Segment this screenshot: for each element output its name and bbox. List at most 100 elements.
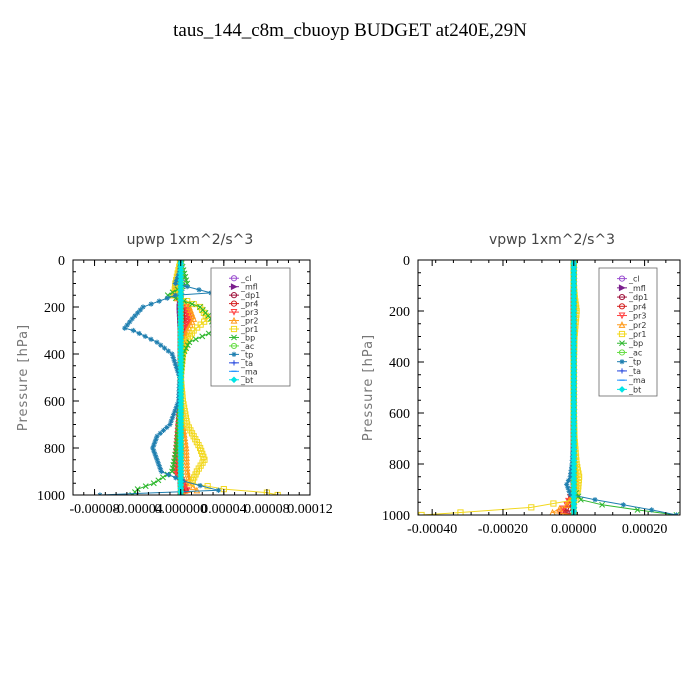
x-tick-label: -0.00040 [407,522,457,537]
data-point [556,509,564,515]
data-point [599,501,606,508]
data-point [169,415,176,421]
y-tick-label: 1000 [382,509,410,524]
data-point [157,430,163,436]
data-point [566,488,572,494]
data-point [575,473,583,480]
data-point [550,500,557,507]
legend-label: _tp [240,350,253,359]
data-point [549,508,556,515]
legend-label: _ac [628,348,642,357]
legend-marker [619,368,625,374]
data-point [565,485,571,491]
data-point [122,325,128,331]
series-bt [570,260,578,515]
data-point [197,483,203,489]
data-point [164,424,170,431]
legend-label: _bp [628,339,643,348]
legend-entry: _cl [617,275,640,284]
legend-label: _pr2 [240,317,258,326]
data-point [567,474,573,480]
data-point [158,468,164,475]
data-point [172,280,178,287]
data-point [182,444,190,452]
legend-label: _pr2 [628,321,646,330]
data-point [174,401,180,407]
legend-marker [230,342,238,350]
data-point [184,284,190,290]
data-point [150,480,157,487]
legend-label: _ac [240,342,254,351]
data-point [457,509,464,515]
data-point [151,448,157,454]
legend-marker [230,275,238,282]
data-point [193,486,201,494]
data-point [196,287,202,293]
y-tick-label: 600 [389,407,410,422]
data-point [418,511,425,515]
legend-entry: _dp1 [617,293,648,302]
data-point [160,427,167,433]
legend-entry: _pr4 [229,300,258,309]
data-point [184,470,192,478]
legend-entry: _ma [229,367,258,376]
data-point [183,454,190,462]
series-line [99,260,219,495]
data-point [150,445,156,451]
x-tick-label: 0.00008 [244,502,290,517]
data-point [156,298,162,304]
data-point [620,502,626,508]
data-point [567,492,573,498]
legend-entry: _ta [617,367,641,376]
data-point [142,483,149,490]
legend-entry: _mfl [229,283,258,292]
data-point [565,477,572,484]
data-point [559,505,567,513]
data-point [199,333,206,340]
data-point [183,461,191,468]
data-point [171,411,177,418]
data-point [556,504,564,512]
legend-entry: _pr1 [617,330,646,339]
legend-marker [231,360,237,366]
legend-marker [619,359,625,365]
legend-label: _ta [628,367,641,376]
data-point [568,470,574,477]
legend-entry: _cl [229,274,252,283]
data-point [152,451,158,457]
legend-label: _ta [240,359,253,368]
y-tick-label: 1000 [37,489,65,504]
data-point [136,330,142,337]
legend-marker [618,321,626,328]
series-bt [177,260,185,495]
legend: _cl_mfl_dp1_pr4_pr3_pr2_pr1_bp_ac_tp_ta_… [598,267,658,397]
chart-panel-1: upwp 1xm^2/s^3 Pressure [hPa] 0 200 400 600 80… [16,232,333,517]
data-point [153,454,159,460]
y-tick-label: 800 [44,442,65,457]
legend-label: _pr3 [628,312,646,321]
data-point [168,418,174,424]
data-point [183,450,190,458]
data-point [156,463,162,469]
legend-entry: _pr2 [617,321,646,330]
y-tick-label: 0 [58,254,65,269]
legend-label: _bt [628,385,641,394]
data-point [171,358,177,364]
data-point [154,339,160,345]
data-point [182,273,189,280]
data-point [649,507,655,513]
data-point [204,483,211,490]
legend-label: _pr4 [628,302,646,311]
legend-entry: _pr2 [229,317,258,326]
legend-marker [231,351,237,357]
legend-entry: _ac [617,348,642,357]
data-point [127,319,133,325]
y-tick-label: 0 [403,254,410,269]
y-axis-label: Pressure [hPa] [16,324,31,431]
legend-marker [230,316,238,324]
legend-label: _pr1 [628,330,646,339]
legend-marker [618,312,626,320]
x-tick-label: 0.00004 [201,502,247,517]
x-tick-label: -0.00008 [69,502,119,517]
legend-entry: _tp [229,350,253,359]
